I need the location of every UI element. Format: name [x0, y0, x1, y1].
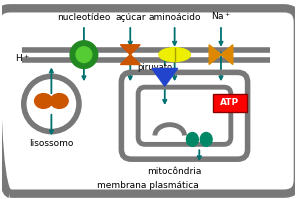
Text: H$^+$: H$^+$ — [15, 53, 30, 64]
Polygon shape — [221, 45, 233, 64]
Polygon shape — [120, 45, 140, 55]
Text: membrana plasmática: membrana plasmática — [97, 181, 199, 190]
Circle shape — [76, 47, 92, 62]
Text: mitocôndria: mitocôndria — [147, 167, 202, 176]
Ellipse shape — [35, 94, 52, 108]
Text: açúcar: açúcar — [115, 13, 146, 22]
Text: piruvato: piruvato — [137, 63, 173, 72]
FancyBboxPatch shape — [213, 94, 247, 112]
Ellipse shape — [159, 48, 190, 61]
Circle shape — [70, 41, 98, 68]
Text: aminoácido: aminoácido — [148, 13, 201, 22]
Ellipse shape — [200, 133, 212, 146]
Text: Na$^+$: Na$^+$ — [211, 10, 231, 22]
Ellipse shape — [50, 94, 68, 108]
Ellipse shape — [187, 133, 198, 146]
Polygon shape — [209, 45, 221, 64]
Polygon shape — [120, 55, 140, 64]
Text: ATP: ATP — [220, 99, 239, 107]
Text: lisossomo: lisossomo — [29, 139, 74, 148]
Polygon shape — [152, 68, 178, 86]
Text: nucleotídeo: nucleotídeo — [57, 13, 110, 22]
